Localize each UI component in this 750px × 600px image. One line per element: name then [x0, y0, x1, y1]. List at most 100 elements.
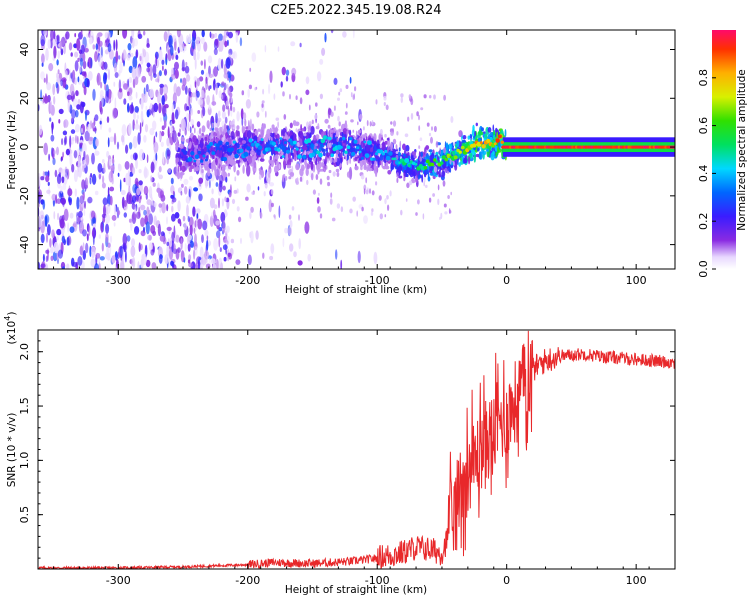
spectrogram-cell — [373, 133, 377, 142]
spectrogram-cell — [73, 169, 78, 182]
spectrogram-cell — [128, 95, 133, 101]
spectrogram-cell — [171, 104, 174, 113]
y-tick-label: 0 — [18, 144, 31, 151]
spectrogram-cell — [213, 66, 219, 77]
spectrogram-cell — [199, 155, 203, 159]
spectrogram-cell — [408, 180, 413, 186]
spectrogram-cell — [450, 191, 453, 196]
spectrogram-cell — [334, 157, 338, 163]
spectrogram-cell — [395, 151, 399, 154]
spectrogram-cell — [76, 38, 81, 51]
spectrogram-cell — [166, 137, 170, 147]
spectrogram-cell — [65, 70, 68, 80]
spectrogram-cell — [139, 122, 142, 135]
spectrogram-cell — [43, 171, 49, 176]
spectrogram-cell — [46, 232, 48, 243]
spectrogram-cell — [231, 198, 236, 205]
spectrogram-cell — [437, 198, 440, 205]
spectrogram-cell — [369, 188, 371, 194]
spectrogram-cell — [229, 92, 233, 98]
spectrogram-cell — [204, 178, 208, 189]
spectrogram-cell — [304, 221, 310, 234]
spectrogram-cell — [204, 58, 206, 70]
spectrogram-cell — [236, 111, 240, 122]
spectrogram-cell — [222, 104, 226, 112]
spectrogram-cell — [408, 94, 412, 99]
spectrogram-cell — [273, 214, 276, 218]
spectrogram-cell — [74, 33, 77, 38]
spectrogram-cell — [66, 263, 70, 269]
spectrogram-cell — [274, 158, 277, 166]
spectrogram-cell — [90, 173, 93, 178]
spectrogram-cell — [55, 194, 58, 205]
spectrogram-cell — [315, 134, 320, 140]
spectrogram-cell — [50, 30, 54, 41]
spectrogram-cell — [247, 155, 253, 164]
spectrogram-cell — [193, 227, 196, 234]
spectrogram-cell — [41, 53, 45, 64]
spectrogram-cell — [133, 38, 138, 47]
spectrogram-cell — [81, 101, 86, 108]
spectrogram-cell — [138, 148, 145, 162]
track-cell — [363, 140, 367, 144]
spectrogram-cell — [166, 149, 171, 157]
spectrogram-cell — [295, 128, 298, 133]
spectrogram-cell — [250, 206, 254, 213]
spectrogram-cell — [83, 150, 86, 160]
track-cell — [306, 138, 312, 143]
spectrogram-cell — [135, 158, 138, 169]
spectrogram-cell — [261, 100, 265, 104]
spectrogram-cell — [296, 177, 299, 184]
spectrogram-cell — [398, 147, 401, 152]
spectrogram-cell — [232, 118, 235, 125]
spectrogram-cell — [233, 164, 236, 173]
spectrogram-cell — [495, 151, 498, 158]
spectrogram-cell — [240, 108, 244, 120]
spectrogram-cell — [100, 81, 103, 89]
spectrogram-cell — [224, 116, 228, 124]
spectrogram-cell — [279, 139, 282, 145]
track-cell — [407, 164, 411, 168]
spectrogram-cell — [82, 191, 85, 201]
spectrogram-cell — [94, 51, 98, 63]
spectrogram-cell — [109, 136, 115, 143]
spectrogram-cell — [218, 40, 224, 52]
spectrogram-cell — [83, 48, 89, 53]
spectrogram-cell — [215, 127, 218, 134]
track-cell — [353, 139, 358, 144]
spectrogram-cell — [259, 211, 263, 219]
spectrogram-cell — [56, 173, 62, 185]
spectrogram-cell — [95, 252, 101, 259]
spectrogram-cell — [180, 78, 182, 83]
spectrogram-cell — [148, 213, 154, 225]
spectrogram-cell — [193, 249, 196, 260]
spectrogram-cell — [69, 212, 74, 219]
spectrogram-cell — [148, 242, 153, 252]
spectrogram-cell — [351, 148, 356, 152]
spectrogram-cell — [132, 213, 137, 220]
spectrogram-cell — [162, 151, 165, 164]
spectrogram-cell — [95, 43, 99, 50]
spectrogram-cell — [322, 158, 325, 163]
spectrogram-cell — [179, 123, 182, 128]
spectrogram-cell — [282, 144, 284, 153]
spectrogram-cell — [221, 125, 224, 132]
spectrogram-cell — [378, 195, 382, 201]
spectrogram-cell — [352, 129, 355, 133]
spectrogram-cell — [450, 116, 454, 123]
spectrogram-cell — [115, 39, 118, 51]
spectrogram-cell — [206, 239, 209, 251]
spectrogram-cell — [176, 86, 181, 97]
spectrogram-cell — [257, 128, 261, 132]
spectrogram-cell — [101, 182, 106, 189]
spectrogram-cell — [169, 236, 173, 248]
spectrogram-cell — [379, 213, 383, 220]
spectrogram-cell — [289, 220, 293, 228]
spectrogram-cell — [188, 111, 191, 123]
spectrogram-cell — [87, 71, 93, 81]
spectrogram-cell — [85, 111, 87, 121]
spectrogram-cell — [449, 158, 452, 165]
spectrogram-cell — [108, 158, 112, 167]
spectrogram-cell — [180, 191, 183, 196]
spectrogram-cell — [310, 172, 314, 181]
